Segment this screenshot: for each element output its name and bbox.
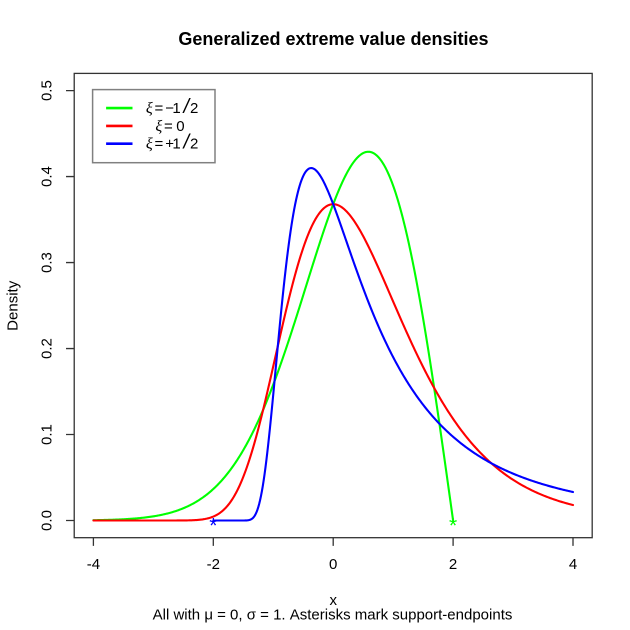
svg-text:*: * [449,514,457,537]
svg-text:x: x [329,592,337,609]
svg-text:ξ=−1/2: ξ = −1/2 [146,96,198,118]
svg-text:Generalized extreme value dens: Generalized extreme value densities [178,29,488,49]
svg-text:0.4: 0.4 [39,166,56,187]
svg-text:ξ=0: ξ = 0 [155,118,184,135]
svg-text:0.3: 0.3 [39,252,56,273]
svg-text:0.2: 0.2 [39,338,56,359]
svg-text:-2: -2 [207,556,220,573]
svg-text:0.0: 0.0 [39,510,56,531]
svg-text:Density: Density [5,280,22,331]
svg-text:*: * [209,514,217,537]
svg-text:0.1: 0.1 [39,424,56,445]
svg-text:All with μ = 0, σ = 1. Asteris: All with μ = 0, σ = 1. Asterisks mark su… [153,606,513,623]
svg-text:4: 4 [569,556,577,573]
svg-text:ξ=+1/2: ξ = +1/2 [146,132,198,154]
svg-text:-4: -4 [87,556,100,573]
svg-text:0: 0 [329,556,337,573]
svg-text:0.5: 0.5 [39,80,56,101]
svg-text:2: 2 [449,556,457,573]
